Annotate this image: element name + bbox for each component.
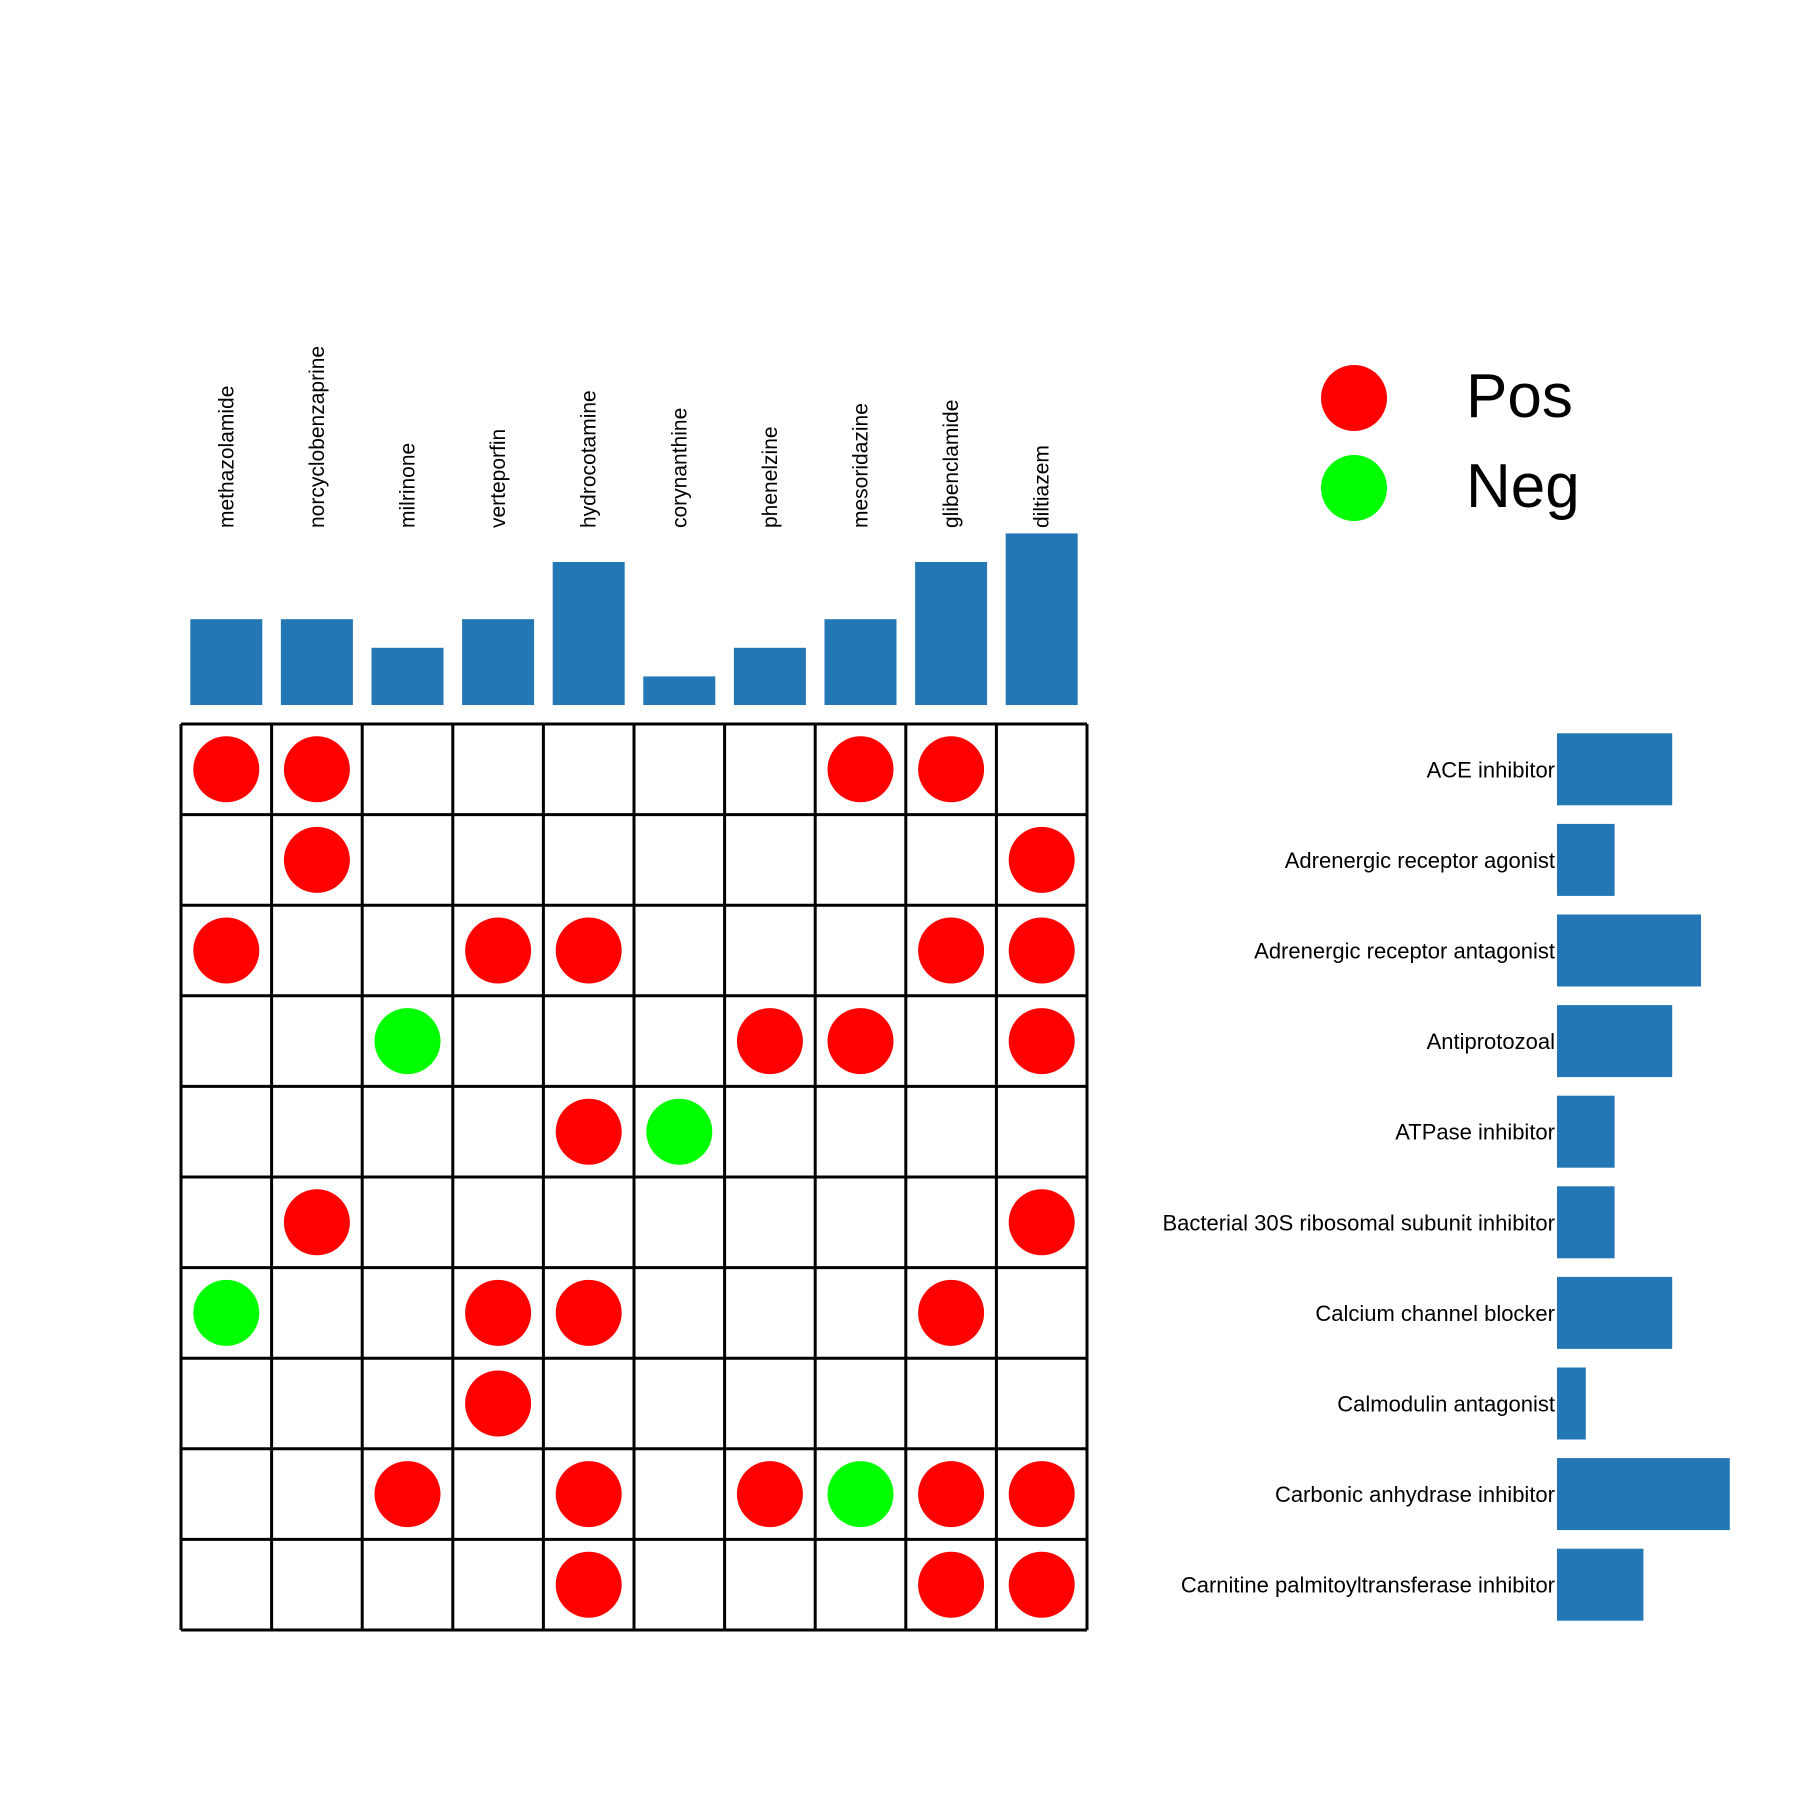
column-total-bar: [1005, 533, 1078, 705]
column-labels: methazolamide norcyclobenzaprine milrinone…: [215, 346, 1053, 528]
pos-marker: [465, 1370, 532, 1437]
row-total-bar: [1557, 1276, 1673, 1349]
row-label: Antiprotozoal: [1427, 1029, 1555, 1054]
pos-marker: [827, 736, 894, 803]
pos-marker: [1008, 1551, 1075, 1618]
neg-marker: [827, 1461, 894, 1528]
pos-marker: [465, 917, 532, 984]
pos-marker: [918, 736, 985, 803]
neg-marker: [646, 1098, 713, 1165]
pos-marker: [918, 1551, 985, 1618]
column-totals-bars: [190, 533, 1078, 705]
matrix-grid: [179, 722, 1089, 1632]
column-label: norcyclobenzaprine: [306, 346, 329, 528]
row-label: Adrenergic receptor antagonist: [1254, 939, 1555, 964]
pos-marker: [283, 736, 350, 803]
row-total-bar: [1557, 1005, 1673, 1078]
column-label: glibenclamide: [940, 400, 963, 528]
pos-marker: [918, 917, 985, 984]
column-label: diltiazem: [1031, 445, 1054, 528]
row-label: Calmodulin antagonist: [1337, 1392, 1555, 1417]
column-total-bar: [190, 619, 263, 705]
row-label: ATPase inhibitor: [1395, 1120, 1555, 1145]
pos-marker: [193, 736, 260, 803]
row-total-bar: [1557, 733, 1673, 806]
column-label: milrinone: [397, 443, 420, 528]
legend: Pos Neg: [1321, 362, 1580, 521]
pos-marker: [374, 1461, 441, 1528]
pos-marker: [465, 1279, 532, 1346]
row-label: Calcium channel blocker: [1315, 1301, 1555, 1326]
pos-marker: [918, 1461, 985, 1528]
column-label: verteporfin: [487, 429, 510, 528]
column-total-bar: [643, 676, 716, 705]
column-total-bar: [552, 562, 625, 705]
column-label: mesoridazine: [850, 403, 873, 528]
pos-marker: [1008, 917, 1075, 984]
row-total-bar: [1557, 914, 1701, 987]
column-label: methazolamide: [215, 386, 238, 528]
column-total-bar: [915, 562, 988, 705]
legend-pos-marker: [1321, 365, 1387, 431]
row-total-bar: [1557, 1095, 1615, 1168]
column-total-bar: [280, 619, 353, 705]
pos-marker: [555, 1551, 622, 1618]
legend-neg-label: Neg: [1466, 452, 1580, 521]
column-label: phenelzine: [759, 426, 782, 528]
pos-marker: [1008, 1461, 1075, 1528]
pos-marker: [555, 1098, 622, 1165]
neg-marker: [374, 1008, 441, 1075]
pos-marker: [555, 1279, 622, 1346]
column-label: corynanthine: [668, 408, 691, 528]
column-total-bar: [371, 647, 444, 705]
row-labels: ACE inhibitor Adrenergic receptor agonist…: [1162, 757, 1555, 1597]
column-total-bar: [824, 619, 897, 705]
pos-marker: [283, 1189, 350, 1256]
pos-marker: [918, 1279, 985, 1346]
pos-marker: [1008, 1189, 1075, 1256]
row-label: Carnitine palmitoyltransferase inhibitor: [1181, 1573, 1555, 1598]
legend-neg-marker: [1321, 455, 1387, 521]
column-label: hydrocotamine: [578, 390, 601, 528]
column-total-bar: [733, 647, 806, 705]
row-label: Bacterial 30S ribosomal subunit inhibito…: [1162, 1210, 1555, 1235]
legend-pos-label: Pos: [1466, 362, 1573, 431]
row-total-bar: [1557, 1186, 1615, 1259]
pos-marker: [555, 1461, 622, 1528]
matrix-markers: [193, 736, 1075, 1618]
row-label: Carbonic anhydrase inhibitor: [1275, 1482, 1555, 1507]
pos-marker: [555, 917, 622, 984]
row-total-bar: [1557, 823, 1615, 896]
row-total-bar: [1557, 1367, 1586, 1440]
pos-marker: [1008, 1008, 1075, 1075]
row-label: Adrenergic receptor agonist: [1285, 848, 1555, 873]
row-total-bar: [1557, 1548, 1644, 1621]
neg-marker: [193, 1279, 260, 1346]
row-totals-bars: [1557, 733, 1730, 1621]
column-total-bar: [462, 619, 535, 705]
pos-marker: [736, 1008, 803, 1075]
pos-marker: [736, 1461, 803, 1528]
row-label: ACE inhibitor: [1427, 757, 1555, 782]
pos-marker: [193, 917, 260, 984]
row-total-bar: [1557, 1458, 1730, 1531]
pos-marker: [1008, 826, 1075, 893]
pos-marker: [827, 1008, 894, 1075]
pos-marker: [283, 826, 350, 893]
